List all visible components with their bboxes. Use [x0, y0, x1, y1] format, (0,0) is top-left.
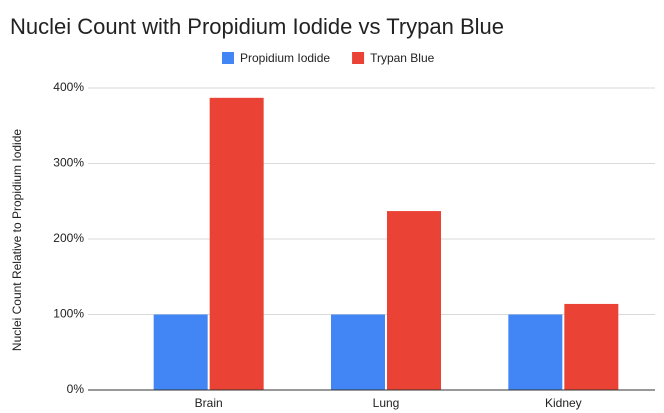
legend-swatch	[222, 52, 234, 64]
bar	[387, 211, 441, 390]
y-tick-label: 300%	[53, 156, 84, 170]
x-tick-label: Lung	[373, 396, 400, 410]
y-tick-label: 400%	[53, 80, 84, 94]
legend-label: Propidium Iodide	[240, 51, 330, 65]
y-tick-label: 100%	[53, 307, 84, 321]
x-tick-label: Kidney	[545, 396, 582, 410]
legend-swatch	[352, 52, 365, 64]
y-tick-label: 0%	[67, 382, 85, 396]
legend-label: Trypan Blue	[370, 51, 435, 65]
chart-title: Nuclei Count with Propidium Iodide vs Tr…	[10, 14, 504, 39]
bar	[331, 314, 385, 390]
bar	[508, 314, 563, 390]
bar	[153, 314, 208, 390]
bar	[564, 303, 619, 390]
x-tick-label: Brain	[195, 396, 223, 410]
bar	[209, 97, 264, 390]
y-axis-label: Nuclei Count Relative to Propidium Iodid…	[10, 129, 24, 351]
y-tick-label: 200%	[53, 231, 84, 245]
